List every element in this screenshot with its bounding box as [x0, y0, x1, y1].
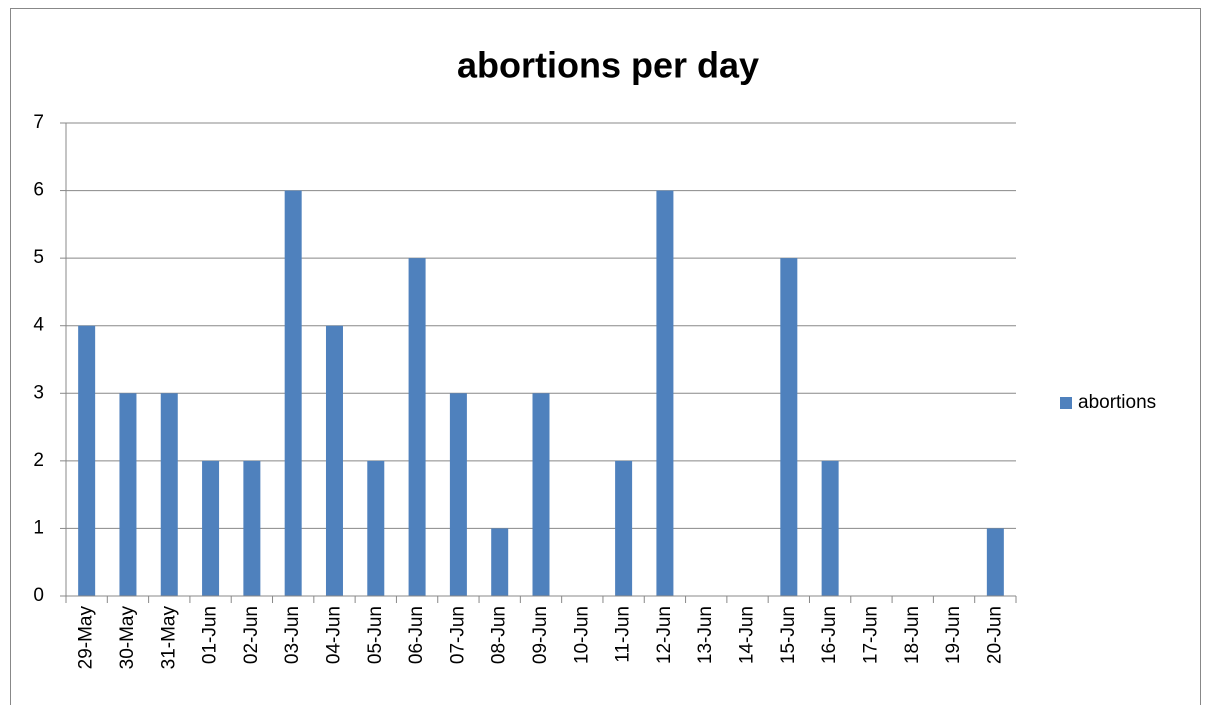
y-tick-label: 1	[33, 517, 44, 538]
x-tick-label: 04-Jun	[323, 606, 344, 664]
chart-title: abortions per day	[457, 45, 759, 86]
bar	[284, 190, 302, 597]
y-tick-label: 0	[33, 585, 44, 606]
bar	[160, 393, 178, 596]
x-tick-label: 06-Jun	[406, 606, 427, 664]
bar	[243, 460, 261, 596]
y-tick-label: 3	[33, 382, 44, 403]
x-tick-label: 05-Jun	[365, 606, 386, 664]
x-tick-label: 02-Jun	[241, 606, 262, 664]
bar	[986, 528, 1004, 596]
x-tick-label: 29-May	[76, 606, 97, 670]
bar	[532, 393, 550, 596]
x-tick-label: 13-Jun	[695, 606, 716, 664]
x-tick-label: 07-Jun	[447, 606, 468, 664]
legend-label: abortions	[1078, 392, 1156, 413]
x-tick-label: 19-Jun	[943, 606, 964, 664]
x-tick-label: 10-Jun	[571, 606, 592, 664]
y-tick-label: 7	[33, 112, 44, 133]
bar	[325, 325, 343, 596]
x-tick-label: 09-Jun	[530, 606, 551, 664]
y-tick-label: 2	[33, 450, 44, 471]
x-tick-label: 16-Jun	[819, 606, 840, 664]
x-tick-label: 12-Jun	[654, 606, 675, 664]
bar	[780, 258, 798, 596]
y-tick-label: 4	[33, 315, 44, 336]
x-tick-label: 08-Jun	[489, 606, 510, 664]
bar	[615, 460, 633, 596]
x-tick-label: 30-May	[117, 606, 138, 670]
x-tick-label: 18-Jun	[902, 606, 923, 664]
x-tick-label: 31-May	[158, 606, 179, 670]
bar	[408, 258, 426, 596]
bar	[78, 325, 96, 596]
bar	[821, 460, 839, 596]
x-tick-label: 15-Jun	[778, 606, 799, 664]
x-tick-label: 01-Jun	[200, 606, 221, 664]
y-tick-label: 6	[33, 180, 44, 201]
chart-border	[10, 8, 1201, 705]
x-tick-label: 17-Jun	[860, 606, 881, 664]
bar	[449, 393, 467, 596]
bar	[367, 460, 385, 596]
x-tick-label: 03-Jun	[282, 606, 303, 664]
y-tick-label: 5	[33, 247, 44, 268]
x-tick-label: 14-Jun	[737, 606, 758, 664]
bar	[202, 460, 220, 596]
x-tick-label: 11-Jun	[613, 606, 634, 663]
x-tick-label: 20-Jun	[984, 606, 1005, 664]
bar	[656, 190, 674, 597]
legend-swatch	[1060, 397, 1072, 409]
bar	[119, 393, 137, 596]
bar	[491, 528, 509, 596]
